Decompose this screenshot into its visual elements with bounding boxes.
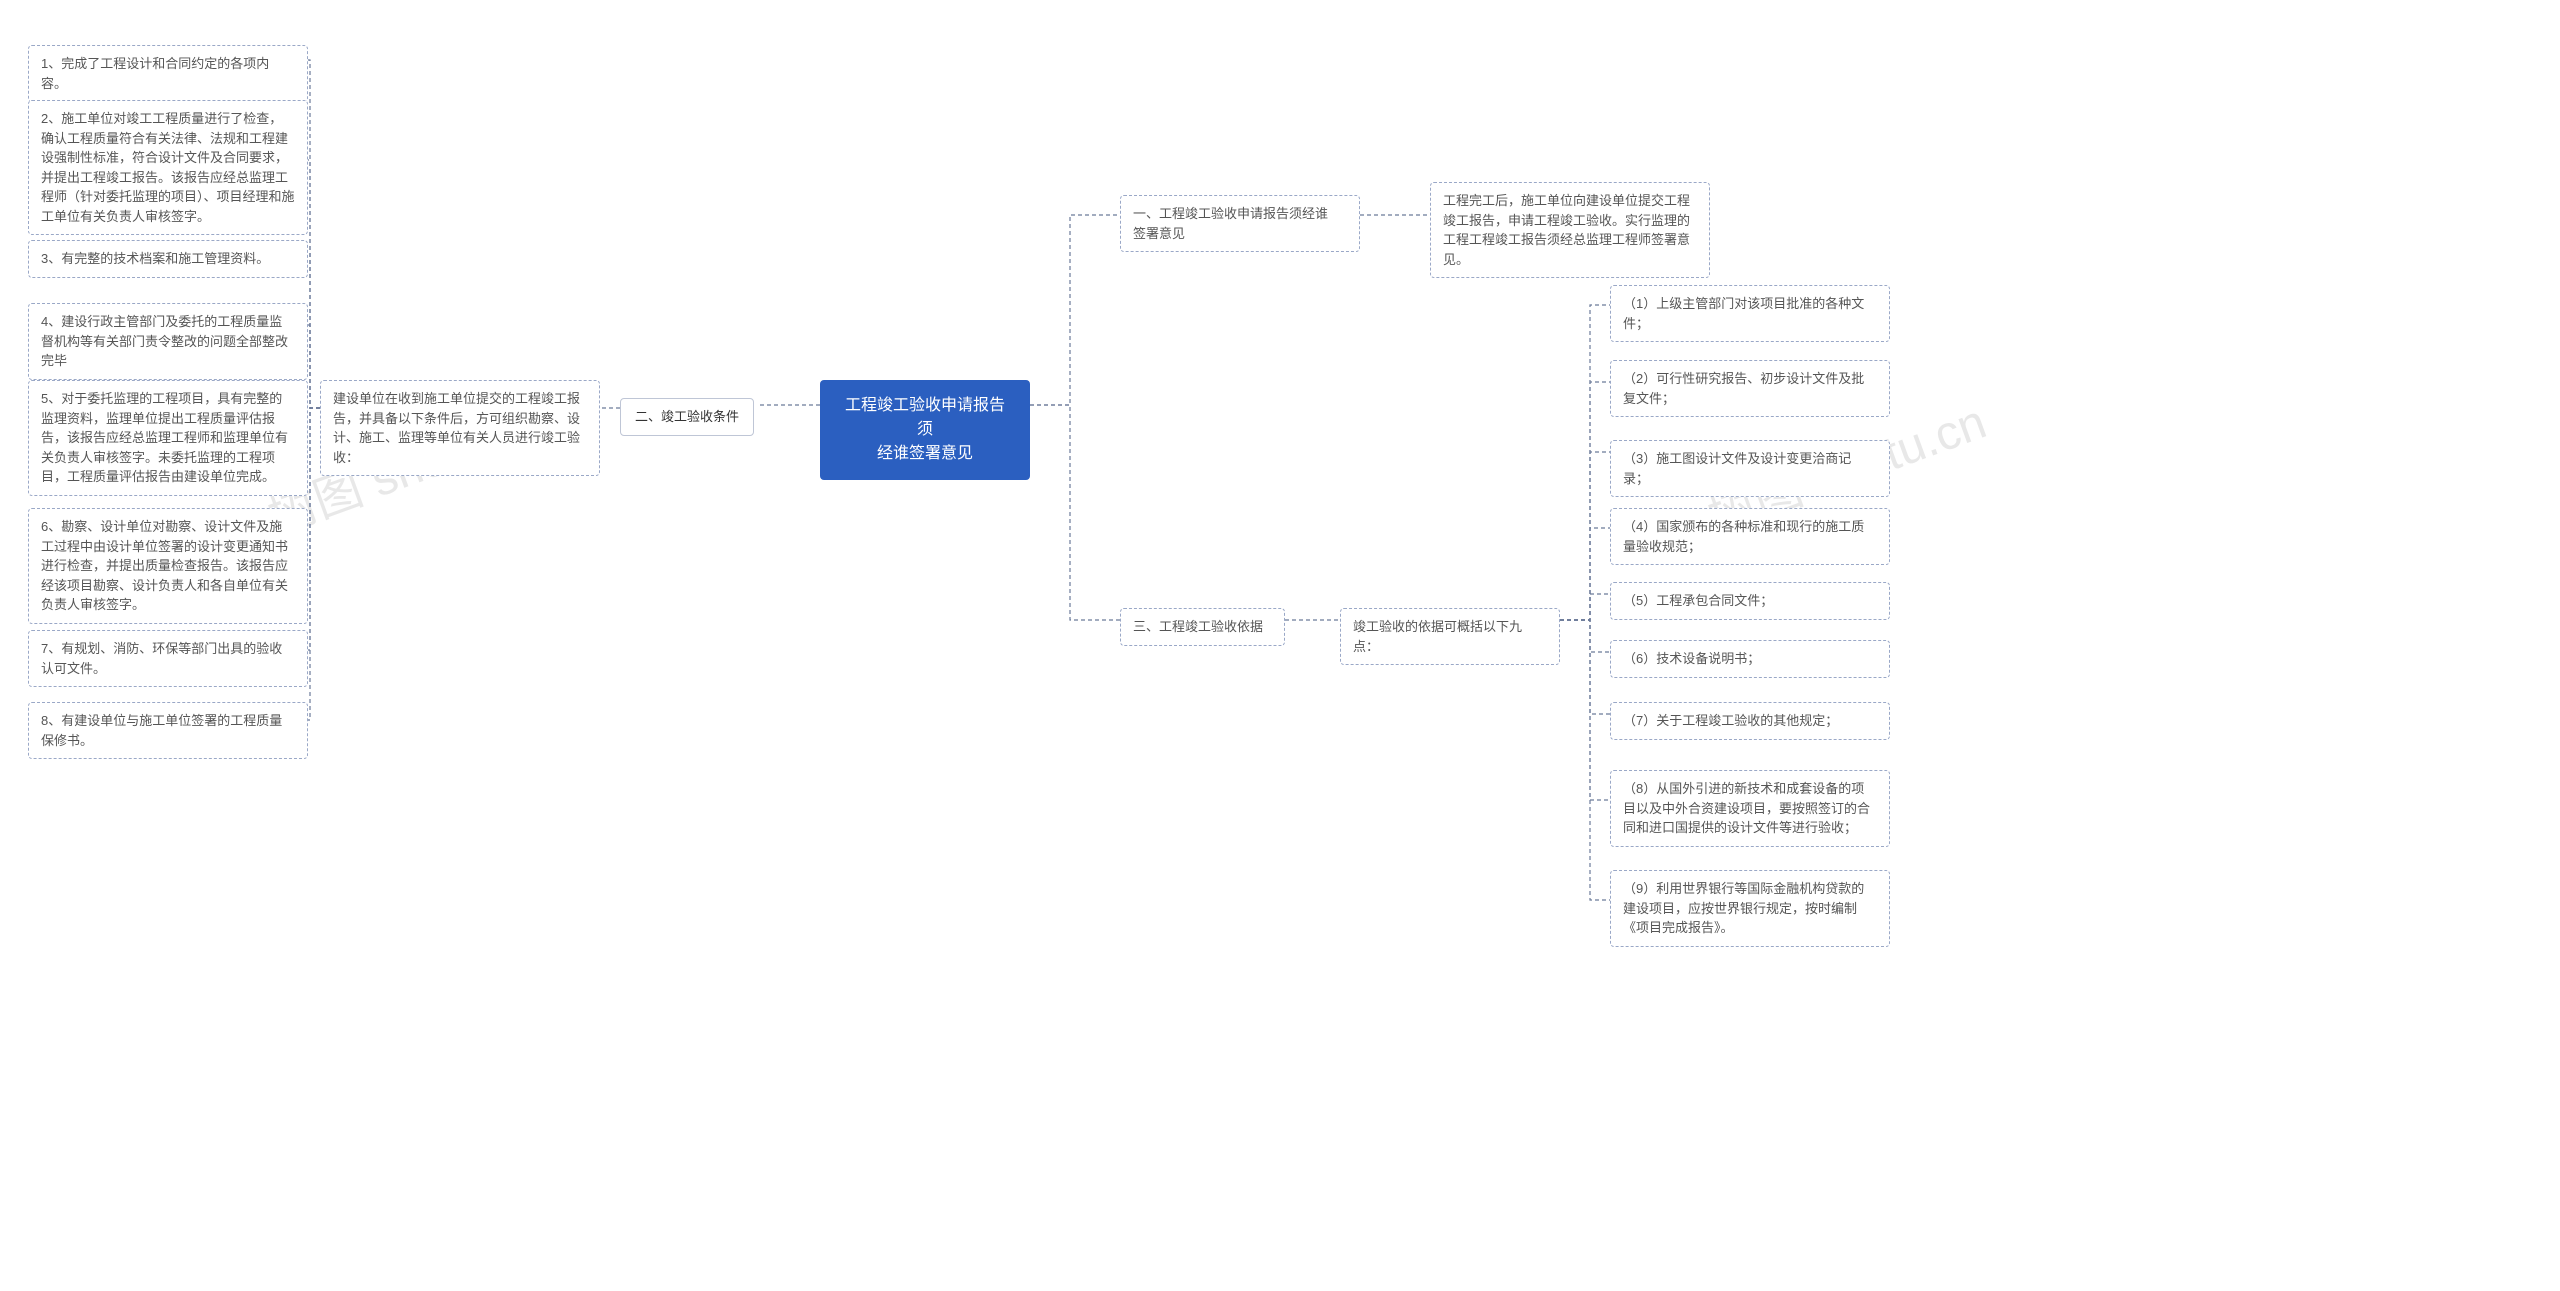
branch-2-leaf-1[interactable]: 1、完成了工程设计和合同约定的各项内容。 bbox=[28, 45, 308, 102]
branch-3-leaf-7[interactable]: （7）关于工程竣工验收的其他规定； bbox=[1610, 702, 1890, 740]
branch-3-leaf-2[interactable]: （2）可行性研究报告、初步设计文件及批复文件； bbox=[1610, 360, 1890, 417]
branch-1-line2: 签署意见 bbox=[1133, 224, 1347, 244]
branch-3-mid[interactable]: 竣工验收的依据可概括以下九点： bbox=[1340, 608, 1560, 665]
branch-3-leaf-5[interactable]: （5）工程承包合同文件； bbox=[1610, 582, 1890, 620]
branch-2[interactable]: 二、竣工验收条件 bbox=[620, 398, 754, 436]
branch-2-leaf-4[interactable]: 4、建设行政主管部门及委托的工程质量监督机构等有关部门责令整改的问题全部整改完毕 bbox=[28, 303, 308, 380]
branch-2-leaf-3[interactable]: 3、有完整的技术档案和施工管理资料。 bbox=[28, 240, 308, 278]
branch-2-leaf-6[interactable]: 6、勘察、设计单位对勘察、设计文件及施工过程中由设计单位签署的设计变更通知书进行… bbox=[28, 508, 308, 624]
branch-3-leaf-9[interactable]: （9）利用世界银行等国际金融机构贷款的建设项目，应按世界银行规定，按时编制《项目… bbox=[1610, 870, 1890, 947]
branch-2-mid[interactable]: 建设单位在收到施工单位提交的工程竣工报告，并具备以下条件后，方可组织勘察、设计、… bbox=[320, 380, 600, 476]
branch-3-leaf-4[interactable]: （4）国家颁布的各种标准和现行的施工质量验收规范； bbox=[1610, 508, 1890, 565]
connectors-layer bbox=[0, 0, 2560, 1291]
branch-3-leaf-8[interactable]: （8）从国外引进的新技术和成套设备的项目以及中外合资建设项目，要按照签订的合同和… bbox=[1610, 770, 1890, 847]
branch-3-leaf-1[interactable]: （1）上级主管部门对该项目批准的各种文件； bbox=[1610, 285, 1890, 342]
root-line2: 经谁签署意见 bbox=[842, 442, 1008, 466]
branch-1-line1: 一、工程竣工验收申请报告须经谁 bbox=[1133, 204, 1347, 224]
branch-1[interactable]: 一、工程竣工验收申请报告须经谁 签署意见 bbox=[1120, 195, 1360, 252]
branch-3[interactable]: 三、工程竣工验收依据 bbox=[1120, 608, 1285, 646]
branch-2-leaf-8[interactable]: 8、有建设单位与施工单位签署的工程质量保修书。 bbox=[28, 702, 308, 759]
branch-2-leaf-5[interactable]: 5、对于委托监理的工程项目，具有完整的监理资料，监理单位提出工程质量评估报告，该… bbox=[28, 380, 308, 496]
branch-1-leaf[interactable]: 工程完工后，施工单位向建设单位提交工程竣工报告，申请工程竣工验收。实行监理的工程… bbox=[1430, 182, 1710, 278]
branch-2-leaf-2[interactable]: 2、施工单位对竣工工程质量进行了检查，确认工程质量符合有关法律、法规和工程建设强… bbox=[28, 100, 308, 235]
branch-3-leaf-3[interactable]: （3）施工图设计文件及设计变更洽商记录； bbox=[1610, 440, 1890, 497]
branch-3-leaf-6[interactable]: （6）技术设备说明书； bbox=[1610, 640, 1890, 678]
branch-2-leaf-7[interactable]: 7、有规划、消防、环保等部门出具的验收认可文件。 bbox=[28, 630, 308, 687]
root-node[interactable]: 工程竣工验收申请报告须 经谁签署意见 bbox=[820, 380, 1030, 480]
root-line1: 工程竣工验收申请报告须 bbox=[842, 394, 1008, 442]
